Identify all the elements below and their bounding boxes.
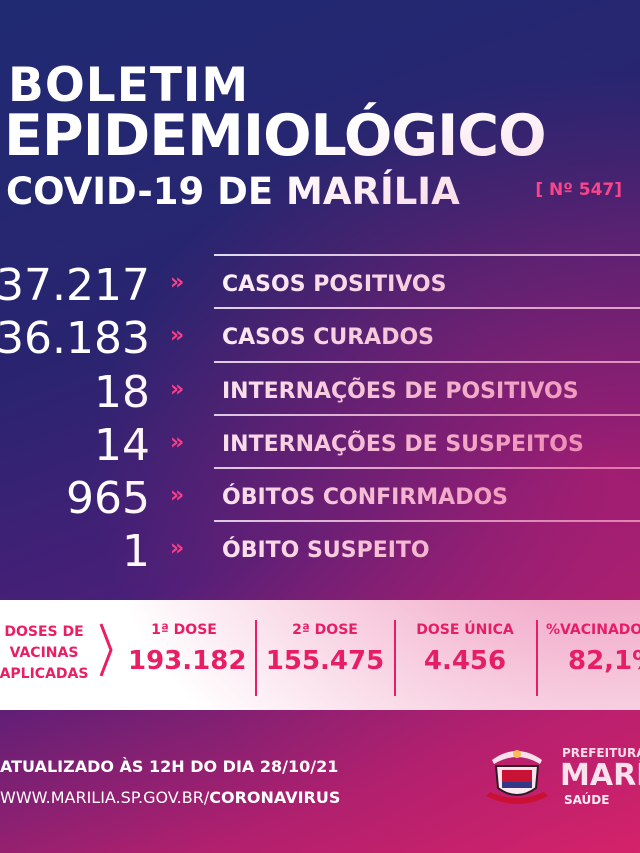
vaccines-label-line: APLICADAS [0, 666, 89, 682]
vaccine-column-value: 155.475 [265, 646, 385, 676]
double-chevron-icon: » [170, 430, 184, 455]
vaccine-column-value: 82,1% [568, 646, 640, 676]
double-chevron-icon: » [170, 270, 184, 295]
double-chevron-icon: » [170, 483, 184, 508]
brand-saude: SAÚDE [564, 793, 610, 807]
vaccine-column-value: 193.182 [128, 646, 247, 676]
vaccine-column-first-dose: 1ª DOSE 193.182 [128, 622, 247, 676]
vaccine-column-title: %VACINADOS [546, 622, 640, 638]
stat-row: 18 » INTERNAÇÕES DE POSITIVOS [0, 361, 640, 418]
updated-text: ATUALIZADO ÀS 12H DO DIA 28/10/21 [0, 757, 339, 776]
stat-label: CASOS POSITIVOS [222, 272, 447, 297]
divider [255, 620, 257, 696]
stat-value: 18 [94, 367, 150, 418]
title-epidemiologico: EPIDEMIOLÓGICO [4, 103, 547, 169]
vaccines-label-line: VACINAS [9, 645, 79, 661]
divider [394, 620, 396, 696]
website-url-path: CORONAVIRUS [209, 788, 341, 807]
brand-city: MARÍLIA [560, 758, 640, 793]
title-boletim: BOLETIM [8, 58, 250, 113]
divider [214, 520, 640, 522]
stat-value: 965 [66, 473, 150, 524]
vaccine-column-title: DOSE ÚNICA [416, 622, 514, 638]
divider [214, 307, 640, 309]
divider [214, 254, 640, 256]
stat-row: 14 » INTERNAÇÕES DE SUSPEITOS [0, 414, 640, 471]
stat-value: 37.217 [0, 260, 150, 311]
stat-row: 36.183 » CASOS CURADOS [0, 307, 640, 364]
vaccine-column-value: 4.456 [423, 646, 507, 676]
stat-label: INTERNAÇÕES DE POSITIVOS [222, 379, 579, 404]
stat-row: 1 » ÓBITO SUSPEITO [0, 520, 640, 577]
vaccine-column-single-dose: DOSE ÚNICA 4.456 [402, 622, 528, 676]
double-chevron-icon: » [170, 536, 184, 561]
vaccine-column-second-dose: 2ª DOSE 155.475 [262, 622, 388, 676]
double-chevron-icon: » [170, 377, 184, 402]
vaccines-label: DOSES DE VACINAS APLICADAS [0, 622, 94, 685]
vaccine-column-percent: %VACINADOS 82,1% [546, 622, 640, 676]
chevron-right-icon [99, 623, 113, 677]
divider [214, 414, 640, 416]
vaccines-label-line: DOSES DE [4, 624, 84, 640]
double-chevron-icon: » [170, 323, 184, 348]
divider [214, 361, 640, 363]
stat-value: 36.183 [0, 313, 150, 364]
divider [214, 467, 640, 469]
stat-row: 965 » ÓBITOS CONFIRMADOS [0, 467, 640, 524]
brand-prefeitura: PREFEITURA [562, 746, 640, 760]
vaccination-panel: DOSES DE VACINAS APLICADAS 1ª DOSE 193.1… [0, 600, 640, 710]
website-link[interactable]: WWW.MARILIA.SP.GOV.BR/CORONAVIRUS [0, 788, 340, 807]
stat-label: ÓBITO SUSPEITO [222, 538, 430, 563]
website-url: WWW.MARILIA.SP.GOV.BR/ [0, 788, 210, 807]
city-crest-icon [486, 750, 548, 804]
vaccine-column-title: 1ª DOSE [151, 622, 217, 638]
vaccine-column-title: 2ª DOSE [292, 622, 358, 638]
stat-value: 1 [122, 526, 150, 577]
bulletin-number: [ Nº 547] [535, 180, 622, 200]
stat-label: CASOS CURADOS [222, 325, 435, 350]
stat-label: ÓBITOS CONFIRMADOS [222, 485, 509, 510]
title-covid-marilia: COVID-19 DE MARÍLIA [6, 170, 460, 213]
divider [536, 620, 538, 696]
stat-row: 37.217 » CASOS POSITIVOS [0, 254, 640, 311]
stat-value: 14 [94, 420, 150, 471]
stat-label: INTERNAÇÕES DE SUSPEITOS [222, 432, 584, 457]
